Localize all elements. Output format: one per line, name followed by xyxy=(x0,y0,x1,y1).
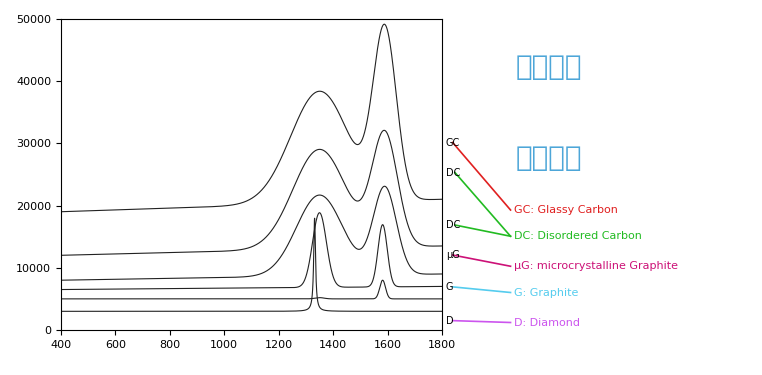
Text: G: Graphite: G: Graphite xyxy=(514,288,578,297)
Text: GC: GC xyxy=(446,138,460,147)
Text: DC: DC xyxy=(446,220,460,230)
Text: μG: μG xyxy=(446,250,459,260)
Text: GC: Glassy Carbon: GC: Glassy Carbon xyxy=(514,205,618,215)
Text: μG: microcrystalline Graphite: μG: microcrystalline Graphite xyxy=(514,261,678,271)
Text: DC: DC xyxy=(446,168,460,177)
Text: 不同结构: 不同结构 xyxy=(515,144,582,171)
Text: DC: Disordered Carbon: DC: Disordered Carbon xyxy=(514,231,642,241)
Text: G: G xyxy=(446,282,453,292)
Text: D: Diamond: D: Diamond xyxy=(514,318,581,327)
Text: D: D xyxy=(446,316,453,326)
Text: 同样元素: 同样元素 xyxy=(515,54,582,81)
